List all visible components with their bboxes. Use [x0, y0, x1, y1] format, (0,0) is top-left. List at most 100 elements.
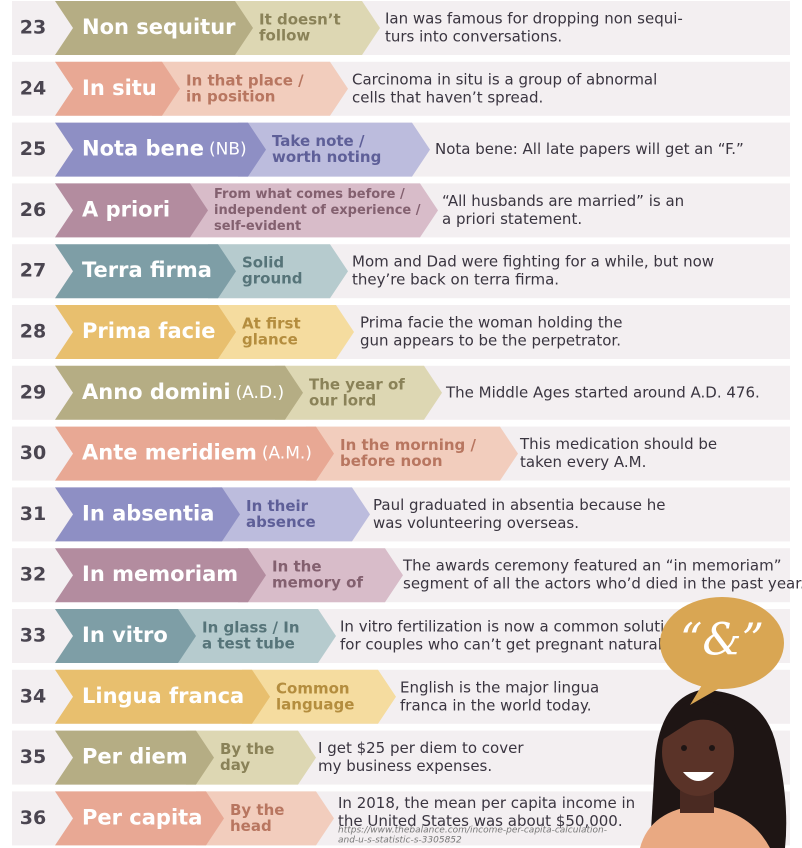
meaning: In their	[246, 497, 309, 515]
example: my business expenses.	[318, 757, 492, 775]
meaning-arrow	[238, 122, 430, 177]
term-abbr: (A.D.)	[236, 383, 285, 403]
row-number: 25	[20, 138, 46, 160]
term-text: Prima facie	[82, 319, 216, 343]
term-arrow	[55, 730, 214, 785]
term-arrow	[55, 61, 180, 116]
meaning: independent of experience /	[214, 203, 421, 218]
meaning: worth noting	[272, 148, 381, 166]
row-number: 33	[20, 625, 46, 647]
meaning: In the morning /	[340, 436, 477, 454]
meaning: In that place /	[186, 71, 304, 89]
term: Prima facie	[82, 319, 216, 343]
row-number: 30	[20, 442, 46, 464]
term-arrow	[55, 791, 224, 846]
term-text: A priori	[82, 197, 170, 221]
bubble-text: “&”	[680, 615, 764, 666]
row-number: 35	[20, 746, 46, 768]
meaning: By the	[230, 801, 284, 819]
term: In memoriam	[82, 562, 238, 586]
meaning: Take note /	[272, 132, 365, 150]
term-arrow	[55, 305, 236, 359]
term: In situ	[82, 76, 157, 100]
term-arrow	[55, 122, 266, 177]
smile	[683, 772, 714, 781]
example: segment of all the actors who’d died in …	[403, 575, 802, 593]
term: Ante meridiem (A.M.)	[82, 441, 312, 465]
meaning: absence	[246, 513, 316, 531]
eye	[709, 745, 715, 751]
term-arrow	[55, 426, 334, 481]
term-abbr: (A.M.)	[262, 444, 312, 464]
meaning-arrow	[186, 730, 316, 785]
illustration: “&”	[640, 597, 787, 848]
meaning-arrow	[152, 61, 348, 116]
term-text: Per capita	[82, 805, 202, 829]
term-arrow	[55, 669, 270, 724]
term-text: Non sequitur	[82, 15, 236, 39]
shirt	[640, 805, 770, 848]
meaning-arrow	[242, 669, 396, 724]
example: a priori statement.	[442, 210, 582, 228]
term-arrow	[55, 183, 208, 238]
example: taken every A.M.	[520, 453, 646, 471]
term-text: Lingua franca	[82, 684, 244, 708]
example: franca in the world today.	[400, 696, 592, 714]
row-number: 27	[20, 260, 46, 282]
meaning: day	[220, 756, 250, 774]
meaning: In glass / In	[202, 619, 300, 637]
term-text: Anno domini	[82, 380, 231, 404]
meaning: It doesn’t	[259, 11, 341, 29]
row-number: 31	[20, 503, 46, 525]
meaning: Solid	[242, 254, 284, 272]
row-number: 26	[20, 199, 46, 221]
example: they’re back on terra firma.	[352, 271, 559, 289]
meaning-arrow	[168, 609, 336, 663]
meaning-arrow	[196, 791, 334, 846]
meaning-arrow	[225, 1, 380, 55]
meaning-arrow	[238, 548, 403, 603]
example: I get $25 per diem to cover	[318, 739, 524, 757]
term-arrow	[55, 365, 303, 420]
meaning: self-evident	[214, 219, 301, 234]
example: In vitro fertilization is now a common s…	[340, 618, 683, 636]
meaning: before noon	[340, 452, 443, 470]
meaning: At first	[242, 315, 301, 333]
term: A priori	[82, 197, 170, 221]
term-arrow	[55, 244, 236, 299]
meaning: The year of	[309, 375, 405, 393]
term-text: In absentia	[82, 501, 214, 525]
example: Carcinoma in situ is a group of abnormal	[352, 70, 657, 88]
meaning-arrow	[306, 426, 518, 481]
hair-top	[662, 700, 738, 745]
term-text: In vitro	[82, 623, 168, 647]
example: Nota bene: All late papers will get an “…	[435, 140, 744, 158]
term: Terra firma	[82, 258, 212, 282]
meaning: By the	[220, 740, 274, 758]
example: Prima facie the woman holding the	[360, 314, 622, 332]
row-number: 23	[20, 17, 46, 39]
meaning: Common	[276, 679, 350, 697]
term-text: Ante meridiem	[82, 441, 257, 465]
term-text: Terra firma	[82, 258, 212, 282]
row-number: 24	[20, 77, 46, 99]
meaning: our lord	[309, 391, 376, 409]
source: and-u-s-statistic-s-3305852	[338, 836, 462, 846]
term: In vitro	[82, 623, 168, 647]
term-arrow	[55, 1, 253, 55]
term-text: Nota bene	[82, 137, 204, 161]
meaning-arrow	[212, 487, 370, 542]
term: In absentia	[82, 501, 214, 525]
term-arrow	[55, 609, 196, 663]
meaning: head	[230, 817, 272, 835]
meaning-arrow	[208, 244, 348, 299]
meaning: a test tube	[202, 635, 295, 653]
meaning-arrow	[275, 365, 442, 420]
example: The Middle Ages started around A.D. 476.	[445, 383, 760, 401]
meaning-arrow	[208, 305, 354, 359]
term: Nota bene (NB)	[82, 137, 247, 161]
example: In 2018, the mean per capita income in	[338, 794, 635, 812]
example: gun appears to be the perpetrator.	[360, 332, 621, 350]
